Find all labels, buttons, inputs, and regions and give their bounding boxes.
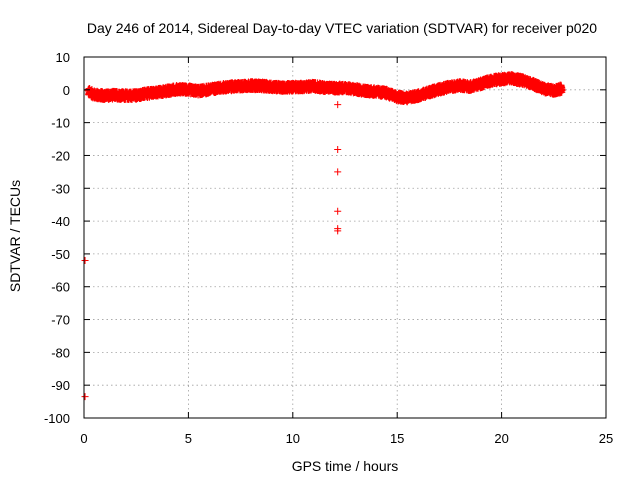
- chart-title: Day 246 of 2014, Sidereal Day-to-day VTE…: [87, 20, 597, 36]
- data-points: [81, 71, 566, 401]
- grid: [84, 57, 606, 418]
